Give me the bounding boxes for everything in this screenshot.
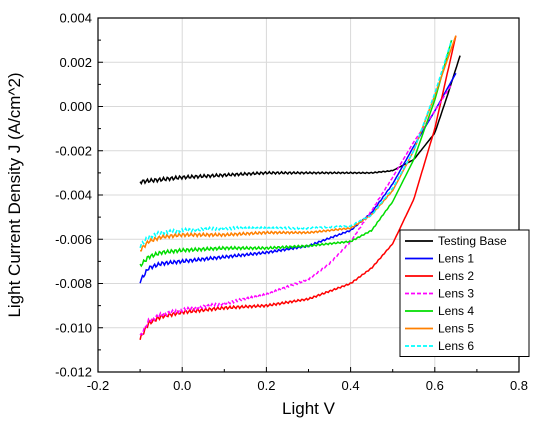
y-tick-label: -0.006 xyxy=(55,232,92,247)
legend-label: Lens 1 xyxy=(438,252,474,266)
y-tick-label: -0.004 xyxy=(55,188,92,203)
series-line-5 xyxy=(139,39,453,268)
y-tick-label: 0.000 xyxy=(59,99,92,114)
y-axis-title: Light Current Density J (A/cm^2) xyxy=(5,72,24,317)
y-tick-label: -0.008 xyxy=(55,276,92,291)
y-tick-label: -0.002 xyxy=(55,143,92,158)
legend: Testing Base Lens 1 Lens 2 Lens 3 Lens 4 Lens… xyxy=(399,229,530,357)
legend-label: Testing Base xyxy=(438,234,507,248)
legend-label: Lens 3 xyxy=(438,287,474,301)
series-line-2 xyxy=(139,72,457,284)
legend-label: Lens 6 xyxy=(438,339,474,353)
y-tick-label: 0.004 xyxy=(59,11,92,26)
x-tick-label: 0.4 xyxy=(342,378,360,393)
series-line-6 xyxy=(140,35,457,252)
y-tick-label: 0.002 xyxy=(59,55,92,70)
y-tick-label: -0.010 xyxy=(55,320,92,335)
series-line-3 xyxy=(139,35,457,340)
series-line-4 xyxy=(139,83,453,336)
x-tick-label: 0.2 xyxy=(257,378,275,393)
series-lines xyxy=(139,35,461,340)
x-tick-label: 0.0 xyxy=(173,378,191,393)
series-line-7 xyxy=(139,39,453,249)
legend-box xyxy=(399,229,530,357)
x-tick-label: -0.2 xyxy=(87,378,109,393)
y-tick-label: -0.012 xyxy=(55,365,92,380)
axis-ticks: -0.2 0.0 0.2 0.4 0.6 0.8 -0.012 -0.010 -0.008 -0.… xyxy=(55,11,528,394)
x-tick-label: 0.8 xyxy=(510,378,528,393)
x-tick-label: 0.6 xyxy=(426,378,444,393)
legend-label: Lens 4 xyxy=(438,304,474,318)
legend-label: Lens 5 xyxy=(438,322,474,336)
legend-label: Lens 2 xyxy=(438,269,474,283)
x-axis-title: Light V xyxy=(282,399,336,418)
